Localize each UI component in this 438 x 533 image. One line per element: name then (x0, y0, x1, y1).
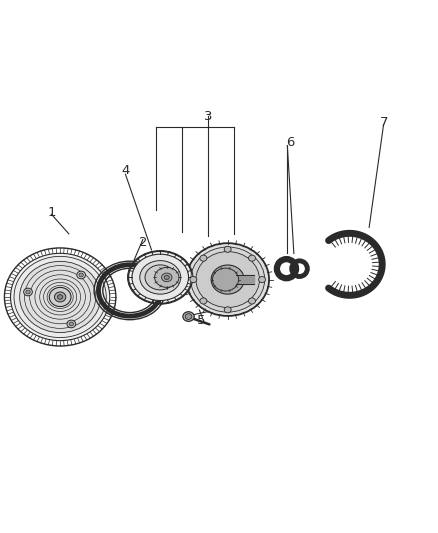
Ellipse shape (295, 264, 304, 273)
Ellipse shape (79, 273, 83, 277)
Ellipse shape (196, 252, 259, 308)
Ellipse shape (132, 254, 188, 301)
Ellipse shape (280, 263, 293, 275)
Text: 2: 2 (138, 236, 147, 249)
Ellipse shape (248, 298, 255, 304)
Ellipse shape (140, 261, 181, 294)
Ellipse shape (190, 277, 197, 282)
Ellipse shape (20, 261, 101, 333)
Ellipse shape (162, 273, 172, 281)
Ellipse shape (185, 313, 192, 319)
Text: 7: 7 (380, 116, 389, 130)
Ellipse shape (49, 287, 71, 306)
Ellipse shape (183, 312, 194, 321)
Ellipse shape (128, 252, 192, 303)
Ellipse shape (77, 271, 85, 279)
Text: 4: 4 (121, 164, 130, 177)
Ellipse shape (14, 256, 106, 337)
Text: 1: 1 (47, 206, 56, 219)
Ellipse shape (258, 277, 265, 282)
Ellipse shape (26, 290, 30, 294)
Text: 6: 6 (286, 136, 295, 149)
Text: 3: 3 (204, 110, 212, 123)
Ellipse shape (6, 249, 114, 344)
Ellipse shape (224, 246, 231, 252)
Ellipse shape (211, 265, 244, 294)
Ellipse shape (69, 322, 74, 326)
Text: 5: 5 (198, 314, 206, 327)
Ellipse shape (164, 275, 170, 279)
Ellipse shape (57, 295, 63, 299)
Ellipse shape (200, 298, 207, 304)
Ellipse shape (224, 307, 231, 313)
Ellipse shape (11, 253, 110, 341)
Ellipse shape (191, 247, 265, 312)
Ellipse shape (54, 292, 66, 302)
Ellipse shape (24, 288, 32, 296)
Ellipse shape (186, 243, 269, 316)
Ellipse shape (155, 268, 179, 287)
Ellipse shape (248, 255, 255, 261)
Ellipse shape (145, 265, 176, 290)
Ellipse shape (67, 320, 76, 328)
Ellipse shape (200, 255, 207, 261)
Ellipse shape (212, 268, 239, 291)
